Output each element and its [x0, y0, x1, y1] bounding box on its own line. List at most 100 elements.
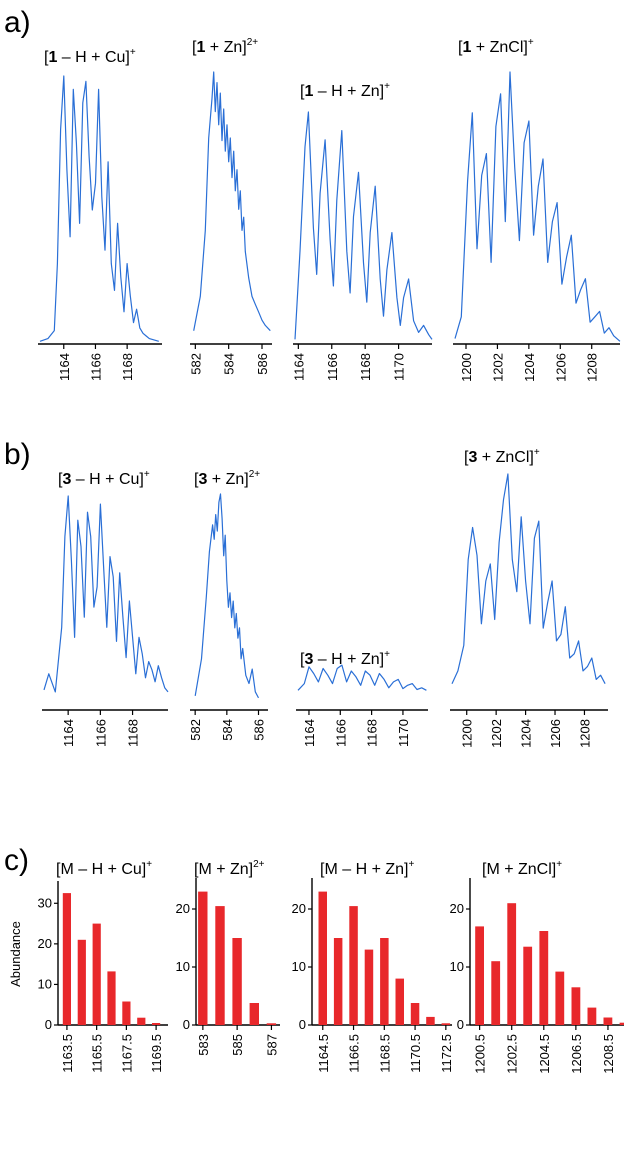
chart-11-bar-1170-5: [410, 1003, 420, 1025]
chart-12-y-tick-label: 0: [457, 1017, 464, 1032]
chart-4: [1 + ZnCl]+1200 1202 1204 1206 1208: [453, 37, 621, 382]
chart-1-title-part: 1: [48, 49, 57, 66]
chart-8-title-part: 3: [468, 449, 477, 466]
chart-11-x-tick-label: 1172.5: [439, 1034, 454, 1073]
chart-10-y-tick-label: 10: [176, 959, 190, 974]
chart-9-y-axis-label: Abundance: [8, 921, 23, 987]
chart-11-y-tick-label: 20: [292, 901, 306, 916]
chart-12-bar-1207-5: [587, 1007, 597, 1025]
chart-12-bar-1204-5: [539, 931, 549, 1025]
chart-9-title: [M – H + Cu]+: [56, 859, 152, 878]
chart-10-y-tick-label: 0: [183, 1017, 190, 1032]
chart-7-title-part: 3: [304, 651, 313, 668]
chart-10-x-tick-label: 583: [196, 1034, 211, 1056]
chart-12-x-tick-label: 1208.5: [601, 1034, 616, 1074]
chart-4-title-part: + ZnCl]: [471, 39, 527, 56]
chart-3-x-tick-label: 1170: [392, 353, 407, 381]
chart-4-title-part: 1: [462, 39, 471, 56]
chart-7-spectrum-trace: [297, 664, 427, 691]
chart-11: [M – H + Zn]+1164.5 1166.5 1168.5 1170.5 117…: [292, 859, 454, 1073]
chart-2-title-part: 2+: [247, 37, 259, 48]
chart-10-title-part: 2+: [253, 859, 265, 870]
chart-3-x-tick-label: 1166: [325, 353, 340, 381]
chart-5-title-part: [: [58, 471, 63, 488]
chart-11-bar-1169-5: [395, 978, 404, 1025]
chart-9-x-tick-label: 1167.5: [119, 1034, 134, 1073]
chart-2-x-tick-label: 582: [188, 353, 203, 375]
chart-9-x-tick-label: 1163.5: [60, 1034, 75, 1073]
chart-8-title: [3 + ZnCl]+: [464, 447, 540, 466]
chart-10-y-tick-label: 20: [176, 901, 190, 916]
chart-6-x-tick-label: 584: [220, 719, 235, 741]
chart-11-bar-1166-5: [349, 906, 358, 1025]
chart-12-bar-1209-5: [619, 1022, 624, 1025]
chart-11-bar-1172-5: [441, 1023, 451, 1025]
panel-label-c: c): [4, 844, 29, 877]
chart-8-title-part: + ZnCl]: [477, 449, 533, 466]
chart-9-bar-1163-5: [62, 893, 71, 1025]
chart-11-bar-1168-5: [380, 938, 389, 1025]
chart-6-spectrum-trace: [194, 493, 260, 699]
chart-11-title: [M – H + Zn]+: [320, 859, 414, 878]
chart-10: [M + Zn]2+ 583 585 587 0 10 20: [176, 859, 280, 1056]
chart-11-x-tick-label: 1164.5: [316, 1034, 331, 1073]
chart-9: [M – H + Cu]+1163.5 1165.5 1167.5 1169.5010…: [8, 859, 168, 1073]
chart-11-x-tick-label: 1168.5: [377, 1034, 392, 1073]
chart-6-title-part: [: [194, 471, 199, 488]
chart-5-x-tick-label: 1168: [126, 719, 141, 747]
chart-11-x-tick-label: 1170.5: [408, 1034, 423, 1073]
chart-10-x-tick-label: 587: [264, 1034, 279, 1056]
chart-1-x-tick-label: 1164: [57, 353, 72, 381]
chart-2-title-part: [: [192, 39, 197, 56]
chart-7-title-part: [: [300, 651, 305, 668]
chart-8: [3 + ZnCl]+1200 1202 1204 1206 1208: [450, 447, 608, 748]
panel-label-a: a): [4, 6, 31, 39]
chart-7-title-part: – H + Zn]: [313, 651, 384, 668]
chart-7-x-tick-label: 1168: [365, 719, 380, 747]
chart-8-x-tick-label: 1208: [577, 719, 592, 748]
chart-6-x-tick-label: 586: [252, 719, 267, 741]
chart-11-title-part: [M – H + Zn]: [320, 861, 408, 878]
chart-2-title: [1 + Zn]2+: [192, 37, 258, 56]
chart-12-x-tick-label: 1206.5: [569, 1034, 584, 1074]
chart-1-x-tick-label: 1168: [120, 353, 135, 381]
chart-7: [3 – H + Zn]+1164 1166 1168 1170: [296, 649, 428, 747]
chart-3-title-part: – H + Zn]: [313, 83, 384, 100]
chart-1-spectrum-trace: [39, 75, 159, 342]
panel-label-b: b): [4, 438, 31, 471]
chart-7-x-tick-label: 1164: [302, 719, 317, 747]
chart-4-x-tick-label: 1206: [553, 353, 568, 382]
chart-9-x-tick-label: 1165.5: [90, 1034, 105, 1073]
chart-9-bar-1164-5: [77, 939, 86, 1025]
chart-12-title-part: +: [556, 859, 562, 870]
chart-5: [3 – H + Cu]+1164 1166 1168: [42, 469, 169, 747]
chart-11-x-tick-label: 1166.5: [347, 1034, 362, 1073]
chart-11-bar-1165-5: [333, 938, 343, 1025]
chart-1-x-tick-label: 1166: [88, 353, 103, 381]
chart-4-title: [1 + ZnCl]+: [458, 37, 534, 56]
chart-3-title-part: +: [384, 81, 390, 92]
chart-3-title-part: 1: [304, 83, 313, 100]
chart-12-x-tick-label: 1200.5: [473, 1034, 488, 1074]
chart-9-bar-1167-5: [122, 1001, 131, 1025]
chart-4-title-part: [: [458, 39, 463, 56]
chart-2-title-part: + Zn]: [205, 39, 246, 56]
chart-12-bar-1202-5: [507, 903, 517, 1025]
chart-2-x-tick-label: 586: [255, 353, 270, 375]
chart-7-x-tick-label: 1170: [396, 719, 411, 747]
chart-9-bar-1166-5: [107, 971, 116, 1025]
chart-11-title-part: +: [408, 859, 414, 870]
chart-5-x-tick-label: 1164: [61, 719, 76, 747]
chart-12-title: [M + ZnCl]+: [482, 859, 562, 878]
chart-6-x-tick-label: 582: [188, 719, 203, 741]
chart-1-title-part: – H + Cu]: [57, 49, 129, 66]
chart-9-title-part: [M – H + Cu]: [56, 861, 146, 878]
chart-5-title-part: 3: [62, 471, 71, 488]
chart-12-bar-1201-5: [491, 961, 501, 1025]
chart-10-bar-583: [198, 891, 208, 1025]
chart-7-title: [3 – H + Zn]+: [300, 649, 390, 668]
chart-12: [M + ZnCl]+1200.5 1202.5 1204.5 1206.5 1208.…: [450, 859, 624, 1074]
chart-1-title: [1 – H + Cu]+: [44, 47, 136, 66]
chart-5-title-part: +: [144, 469, 150, 480]
chart-12-bar-1200-5: [475, 926, 484, 1025]
